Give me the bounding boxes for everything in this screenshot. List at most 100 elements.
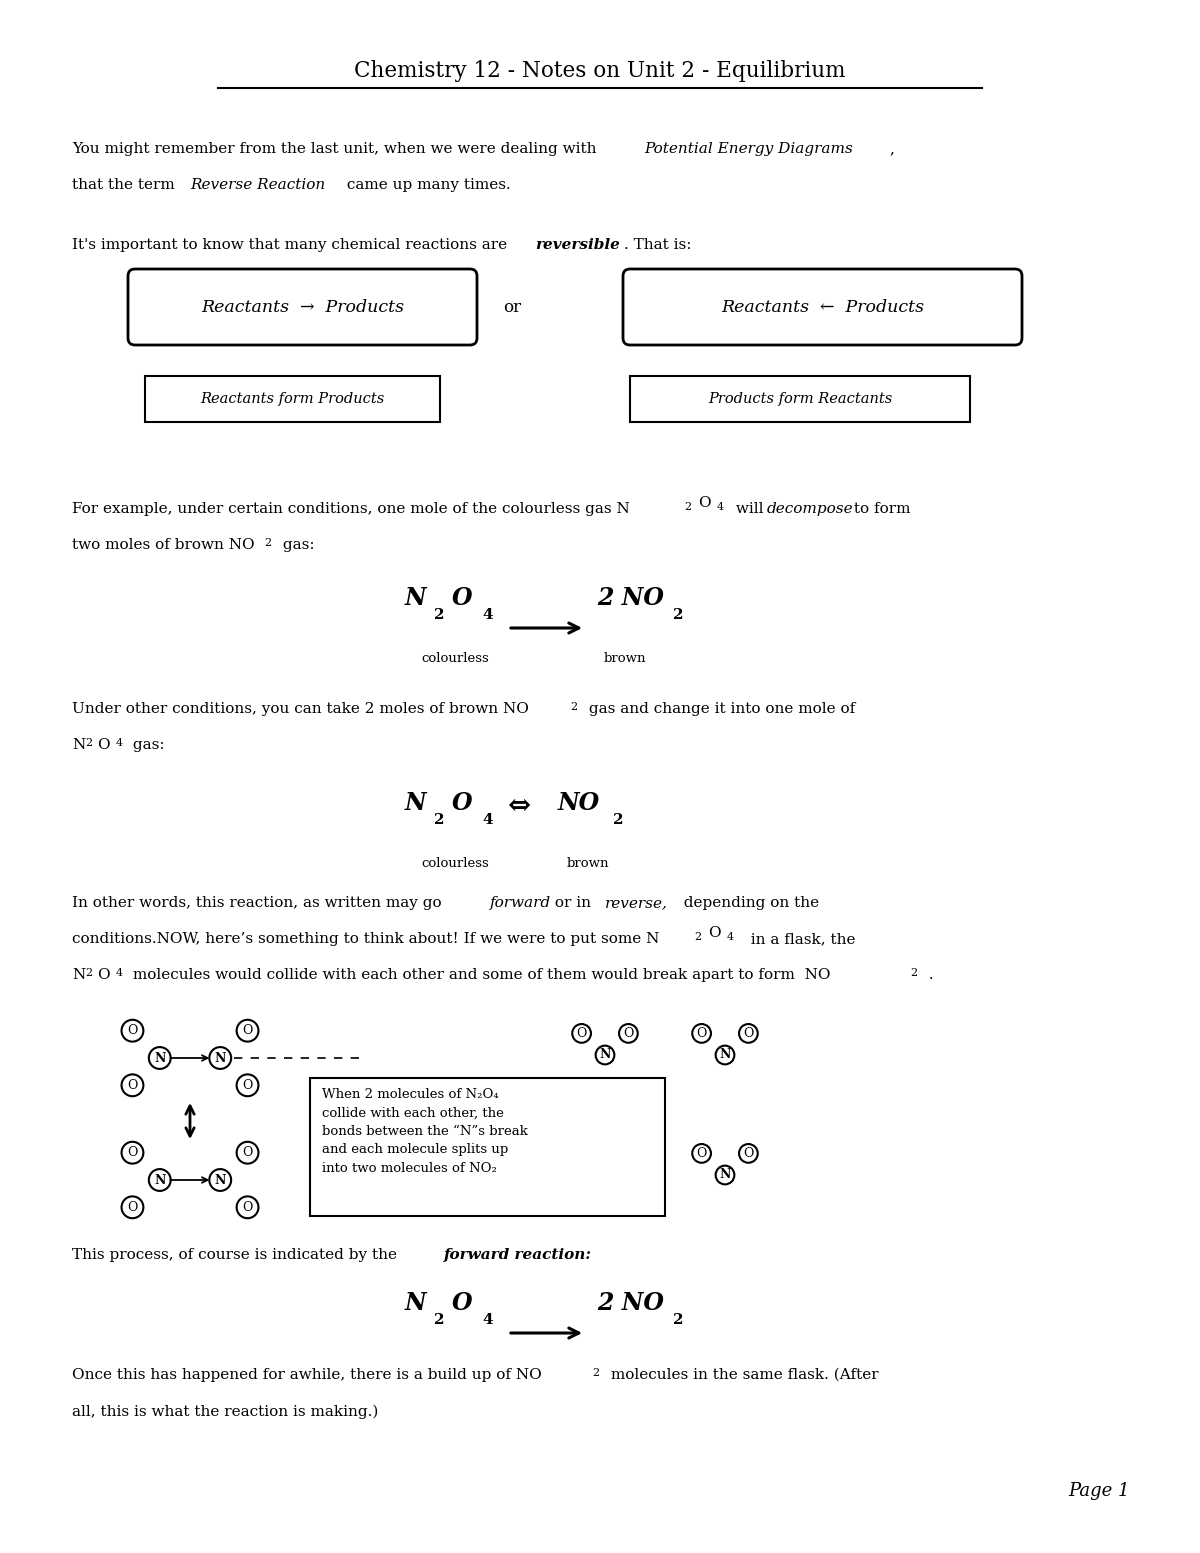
Text: brown: brown: [604, 652, 647, 665]
Text: Under other conditions, you can take 2 moles of brown NO: Under other conditions, you can take 2 m…: [72, 702, 529, 716]
Text: N: N: [72, 968, 85, 981]
Text: 2 NO: 2 NO: [598, 1291, 664, 1315]
Text: 4: 4: [116, 968, 124, 978]
Text: O: O: [452, 585, 473, 610]
Text: Reactants  ←  Products: Reactants ← Products: [721, 298, 924, 315]
Text: For example, under certain conditions, one mole of the colourless gas N: For example, under certain conditions, o…: [72, 502, 630, 516]
Text: 2 NO: 2 NO: [598, 585, 664, 610]
Text: N: N: [154, 1174, 166, 1186]
Text: O: O: [97, 738, 110, 752]
Text: N: N: [599, 1048, 611, 1062]
Text: 2: 2: [910, 968, 917, 978]
Text: O: O: [242, 1146, 253, 1159]
Text: Reactants form Products: Reactants form Products: [200, 391, 385, 405]
Text: Chemistry 12 - Notes on Unit 2 - Equilibrium: Chemistry 12 - Notes on Unit 2 - Equilib…: [354, 61, 846, 82]
Text: colourless: colourless: [421, 652, 488, 665]
Text: 2: 2: [85, 968, 92, 978]
Text: 2: 2: [673, 1312, 684, 1326]
Text: gas:: gas:: [278, 537, 314, 551]
Text: O: O: [698, 495, 710, 509]
Text: 4: 4: [116, 738, 124, 749]
Text: In other words, this reaction, as written may go: In other words, this reaction, as writte…: [72, 896, 446, 910]
Text: Reverse Reaction: Reverse Reaction: [190, 179, 325, 193]
FancyBboxPatch shape: [128, 269, 478, 345]
Text: It's important to know that many chemical reactions are: It's important to know that many chemica…: [72, 238, 512, 252]
Text: 2: 2: [613, 814, 624, 828]
Text: O: O: [97, 968, 110, 981]
Text: 4: 4: [482, 1312, 493, 1326]
Text: N: N: [215, 1174, 226, 1186]
Text: will: will: [731, 502, 768, 516]
Text: 2: 2: [673, 609, 684, 623]
Text: You might remember from the last unit, when we were dealing with: You might remember from the last unit, w…: [72, 141, 601, 155]
Text: 2: 2: [694, 932, 701, 943]
Text: .: .: [924, 968, 934, 981]
Text: O: O: [743, 1027, 754, 1041]
Text: O: O: [242, 1079, 253, 1092]
Text: O: O: [696, 1027, 707, 1041]
Text: O: O: [452, 1291, 473, 1315]
Text: O: O: [623, 1148, 634, 1160]
Text: two moles of brown NO: two moles of brown NO: [72, 537, 254, 551]
Text: O: O: [127, 1200, 138, 1214]
Text: O: O: [127, 1146, 138, 1159]
Text: 2: 2: [684, 502, 691, 512]
Text: colourless: colourless: [421, 857, 488, 870]
Text: O: O: [696, 1148, 707, 1160]
Text: molecules would collide with each other and some of them would break apart to fo: molecules would collide with each other …: [128, 968, 830, 981]
Text: all, this is what the reaction is making.): all, this is what the reaction is making…: [72, 1405, 378, 1419]
Text: molecules in the same flask. (After: molecules in the same flask. (After: [606, 1368, 878, 1382]
Text: 2: 2: [434, 1312, 444, 1326]
Text: O: O: [127, 1079, 138, 1092]
Text: reverse,: reverse,: [605, 896, 668, 910]
Text: brown: brown: [566, 857, 610, 870]
Bar: [630, 376, 970, 422]
Text: 2: 2: [264, 537, 271, 548]
Text: O: O: [452, 790, 473, 815]
Bar: [310, 1078, 665, 1216]
Text: When 2 molecules of N₂O₄
collide with each other, the
bonds between the “N”s bre: When 2 molecules of N₂O₄ collide with ea…: [322, 1089, 528, 1176]
Text: ,: ,: [889, 141, 894, 155]
Text: This process, of course is indicated by the: This process, of course is indicated by …: [72, 1249, 402, 1263]
Text: 2: 2: [85, 738, 92, 749]
Text: came up many times.: came up many times.: [342, 179, 511, 193]
Text: to form: to form: [850, 502, 911, 516]
Text: 2: 2: [434, 814, 444, 828]
Text: N: N: [154, 1051, 166, 1064]
Text: O: O: [708, 926, 721, 940]
Text: O: O: [743, 1148, 754, 1160]
Text: 4: 4: [718, 502, 724, 512]
Text: Page 1: Page 1: [1068, 1482, 1130, 1500]
Text: O: O: [576, 1027, 587, 1041]
Text: O: O: [576, 1148, 587, 1160]
Text: O: O: [623, 1027, 634, 1041]
Text: N: N: [406, 1291, 427, 1315]
Text: N: N: [719, 1168, 731, 1182]
FancyBboxPatch shape: [623, 269, 1022, 345]
Text: N: N: [719, 1048, 731, 1062]
Text: conditions.NOW, here’s something to think about! If we were to put some N: conditions.NOW, here’s something to thin…: [72, 932, 659, 946]
Text: gas:: gas:: [128, 738, 164, 752]
Text: 2: 2: [434, 609, 444, 623]
Text: N: N: [406, 585, 427, 610]
Text: decompose: decompose: [767, 502, 853, 516]
Text: N: N: [215, 1051, 226, 1064]
Text: 4: 4: [727, 932, 734, 943]
Text: gas and change it into one mole of: gas and change it into one mole of: [584, 702, 856, 716]
Text: Potential Energy Diagrams: Potential Energy Diagrams: [644, 141, 853, 155]
Text: N: N: [599, 1168, 611, 1182]
Text: in a flask, the: in a flask, the: [740, 932, 856, 946]
Text: depending on the: depending on the: [674, 896, 820, 910]
Text: Reactants  →  Products: Reactants → Products: [202, 298, 404, 315]
Text: Products form Reactants: Products form Reactants: [708, 391, 892, 405]
Text: O: O: [242, 1200, 253, 1214]
Text: 4: 4: [482, 609, 493, 623]
Text: 2: 2: [592, 1368, 599, 1378]
Text: 4: 4: [482, 814, 493, 828]
Text: 2: 2: [570, 702, 577, 711]
Text: . That is:: . That is:: [624, 238, 691, 252]
Text: that the term: that the term: [72, 179, 180, 193]
Text: or in: or in: [550, 896, 596, 910]
Text: or: or: [503, 298, 521, 315]
Text: ⇔: ⇔: [508, 794, 532, 820]
